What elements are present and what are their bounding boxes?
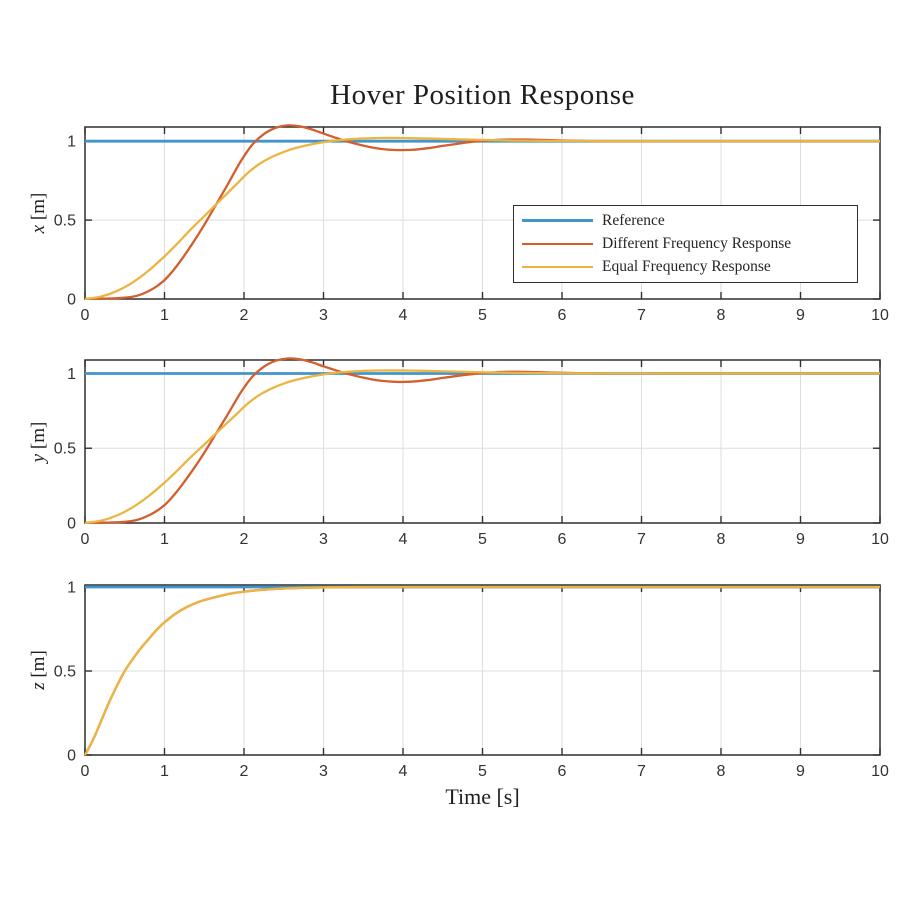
x-tick-label: 1 (160, 763, 169, 780)
x-tick-label: 6 (558, 307, 567, 324)
x-tick-label: 6 (558, 531, 567, 548)
y-tick-label: 0.5 (54, 441, 76, 458)
subplot-x: 0 1 2 3 4 5 6 7 8 9 10 0 0.5 1 (54, 124, 889, 324)
x-tick-label: 2 (240, 531, 249, 548)
legend-line-equal-frequency (522, 266, 593, 269)
x-tick-label: 8 (717, 531, 726, 548)
y-axis-unit: [m] (28, 650, 49, 678)
y-tick-label: 1 (67, 366, 76, 383)
x-tick-label: 4 (399, 763, 408, 780)
x-tick-label: 10 (871, 763, 889, 780)
x-tick-label: 7 (637, 763, 646, 780)
y-tick-label: 0 (67, 516, 76, 533)
y-axis-label-z: z [m] (28, 650, 50, 690)
legend-entry-equal-frequency: Equal Frequency Response (514, 256, 857, 278)
x-tick-label: 8 (717, 763, 726, 780)
legend-entry-different-frequency: Different Frequency Response (514, 233, 857, 255)
y-axis-variable: x (28, 224, 49, 234)
x-tick-label: 0 (81, 531, 90, 548)
x-tick-label: 9 (796, 763, 805, 780)
tick-marks (84, 360, 881, 524)
legend-label: Different Frequency Response (602, 234, 792, 252)
grid (85, 360, 880, 523)
x-tick-label: 0 (81, 763, 90, 780)
x-tick-label: 7 (637, 307, 646, 324)
legend-label: Equal Frequency Response (602, 258, 771, 276)
curve-equal-frequency-response-x (84, 136, 880, 301)
curve-equal-frequency-response-y (84, 369, 880, 525)
subplot-y: 0 1 2 3 4 5 6 7 8 9 10 0 0.5 1 (54, 357, 889, 548)
x-tick-label: 4 (399, 307, 408, 324)
y-tick-label: 1 (67, 580, 76, 597)
x-tick-label: 3 (319, 763, 328, 780)
tick-labels: 0 1 2 3 4 5 6 7 8 9 10 0 0.5 1 (54, 580, 889, 780)
y-axis-variable: y (28, 453, 49, 463)
y-tick-label: 1 (67, 134, 76, 151)
x-tick-label: 6 (558, 763, 567, 780)
y-tick-label: 0 (67, 748, 76, 765)
x-tick-label: 9 (796, 307, 805, 324)
legend-line-different-frequency (522, 242, 593, 246)
grid (85, 585, 880, 755)
y-tick-label: 0 (67, 292, 76, 309)
x-tick-label: 8 (717, 307, 726, 324)
plot-title: Hover Position Response (330, 79, 635, 111)
x-axis-label: Time [s] (445, 784, 520, 809)
tick-labels: 0 1 2 3 4 5 6 7 8 9 10 0 0.5 1 (54, 134, 889, 324)
x-tick-label: 5 (478, 763, 487, 780)
x-tick-label: 2 (240, 307, 249, 324)
y-axis-label-x: x [m] (28, 193, 50, 234)
legend-line-reference (522, 219, 593, 223)
x-tick-label: 5 (478, 531, 487, 548)
legend: Reference Different Frequency Response E… (513, 205, 858, 283)
x-tick-label: 10 (871, 531, 889, 548)
legend-label: Reference (602, 211, 665, 229)
subplot-z: 0 1 2 3 4 5 6 7 8 9 10 0 0.5 1 (54, 580, 889, 780)
y-tick-label: 0.5 (54, 213, 76, 230)
legend-entry-reference: Reference (514, 210, 857, 232)
x-tick-label: 4 (399, 531, 408, 548)
y-axis-label-y: y [m] (28, 422, 50, 463)
x-tick-label: 3 (319, 531, 328, 548)
x-tick-label: 2 (240, 763, 249, 780)
tick-labels: 0 1 2 3 4 5 6 7 8 9 10 0 0.5 1 (54, 366, 889, 548)
y-axis-unit: [m] (28, 192, 49, 221)
x-tick-label: 0 (81, 307, 90, 324)
x-tick-label: 9 (796, 531, 805, 548)
x-tick-label: 10 (871, 307, 889, 324)
x-tick-label: 5 (478, 307, 487, 324)
y-axis-variable: z (28, 682, 49, 690)
x-tick-label: 1 (160, 531, 169, 548)
y-tick-label: 0.5 (54, 664, 76, 681)
curve-equal-frequency-response-z (83, 585, 880, 756)
x-tick-label: 7 (637, 531, 646, 548)
x-tick-label: 3 (319, 307, 328, 324)
x-tick-label: 1 (160, 307, 169, 324)
y-axis-unit: [m] (28, 421, 49, 450)
